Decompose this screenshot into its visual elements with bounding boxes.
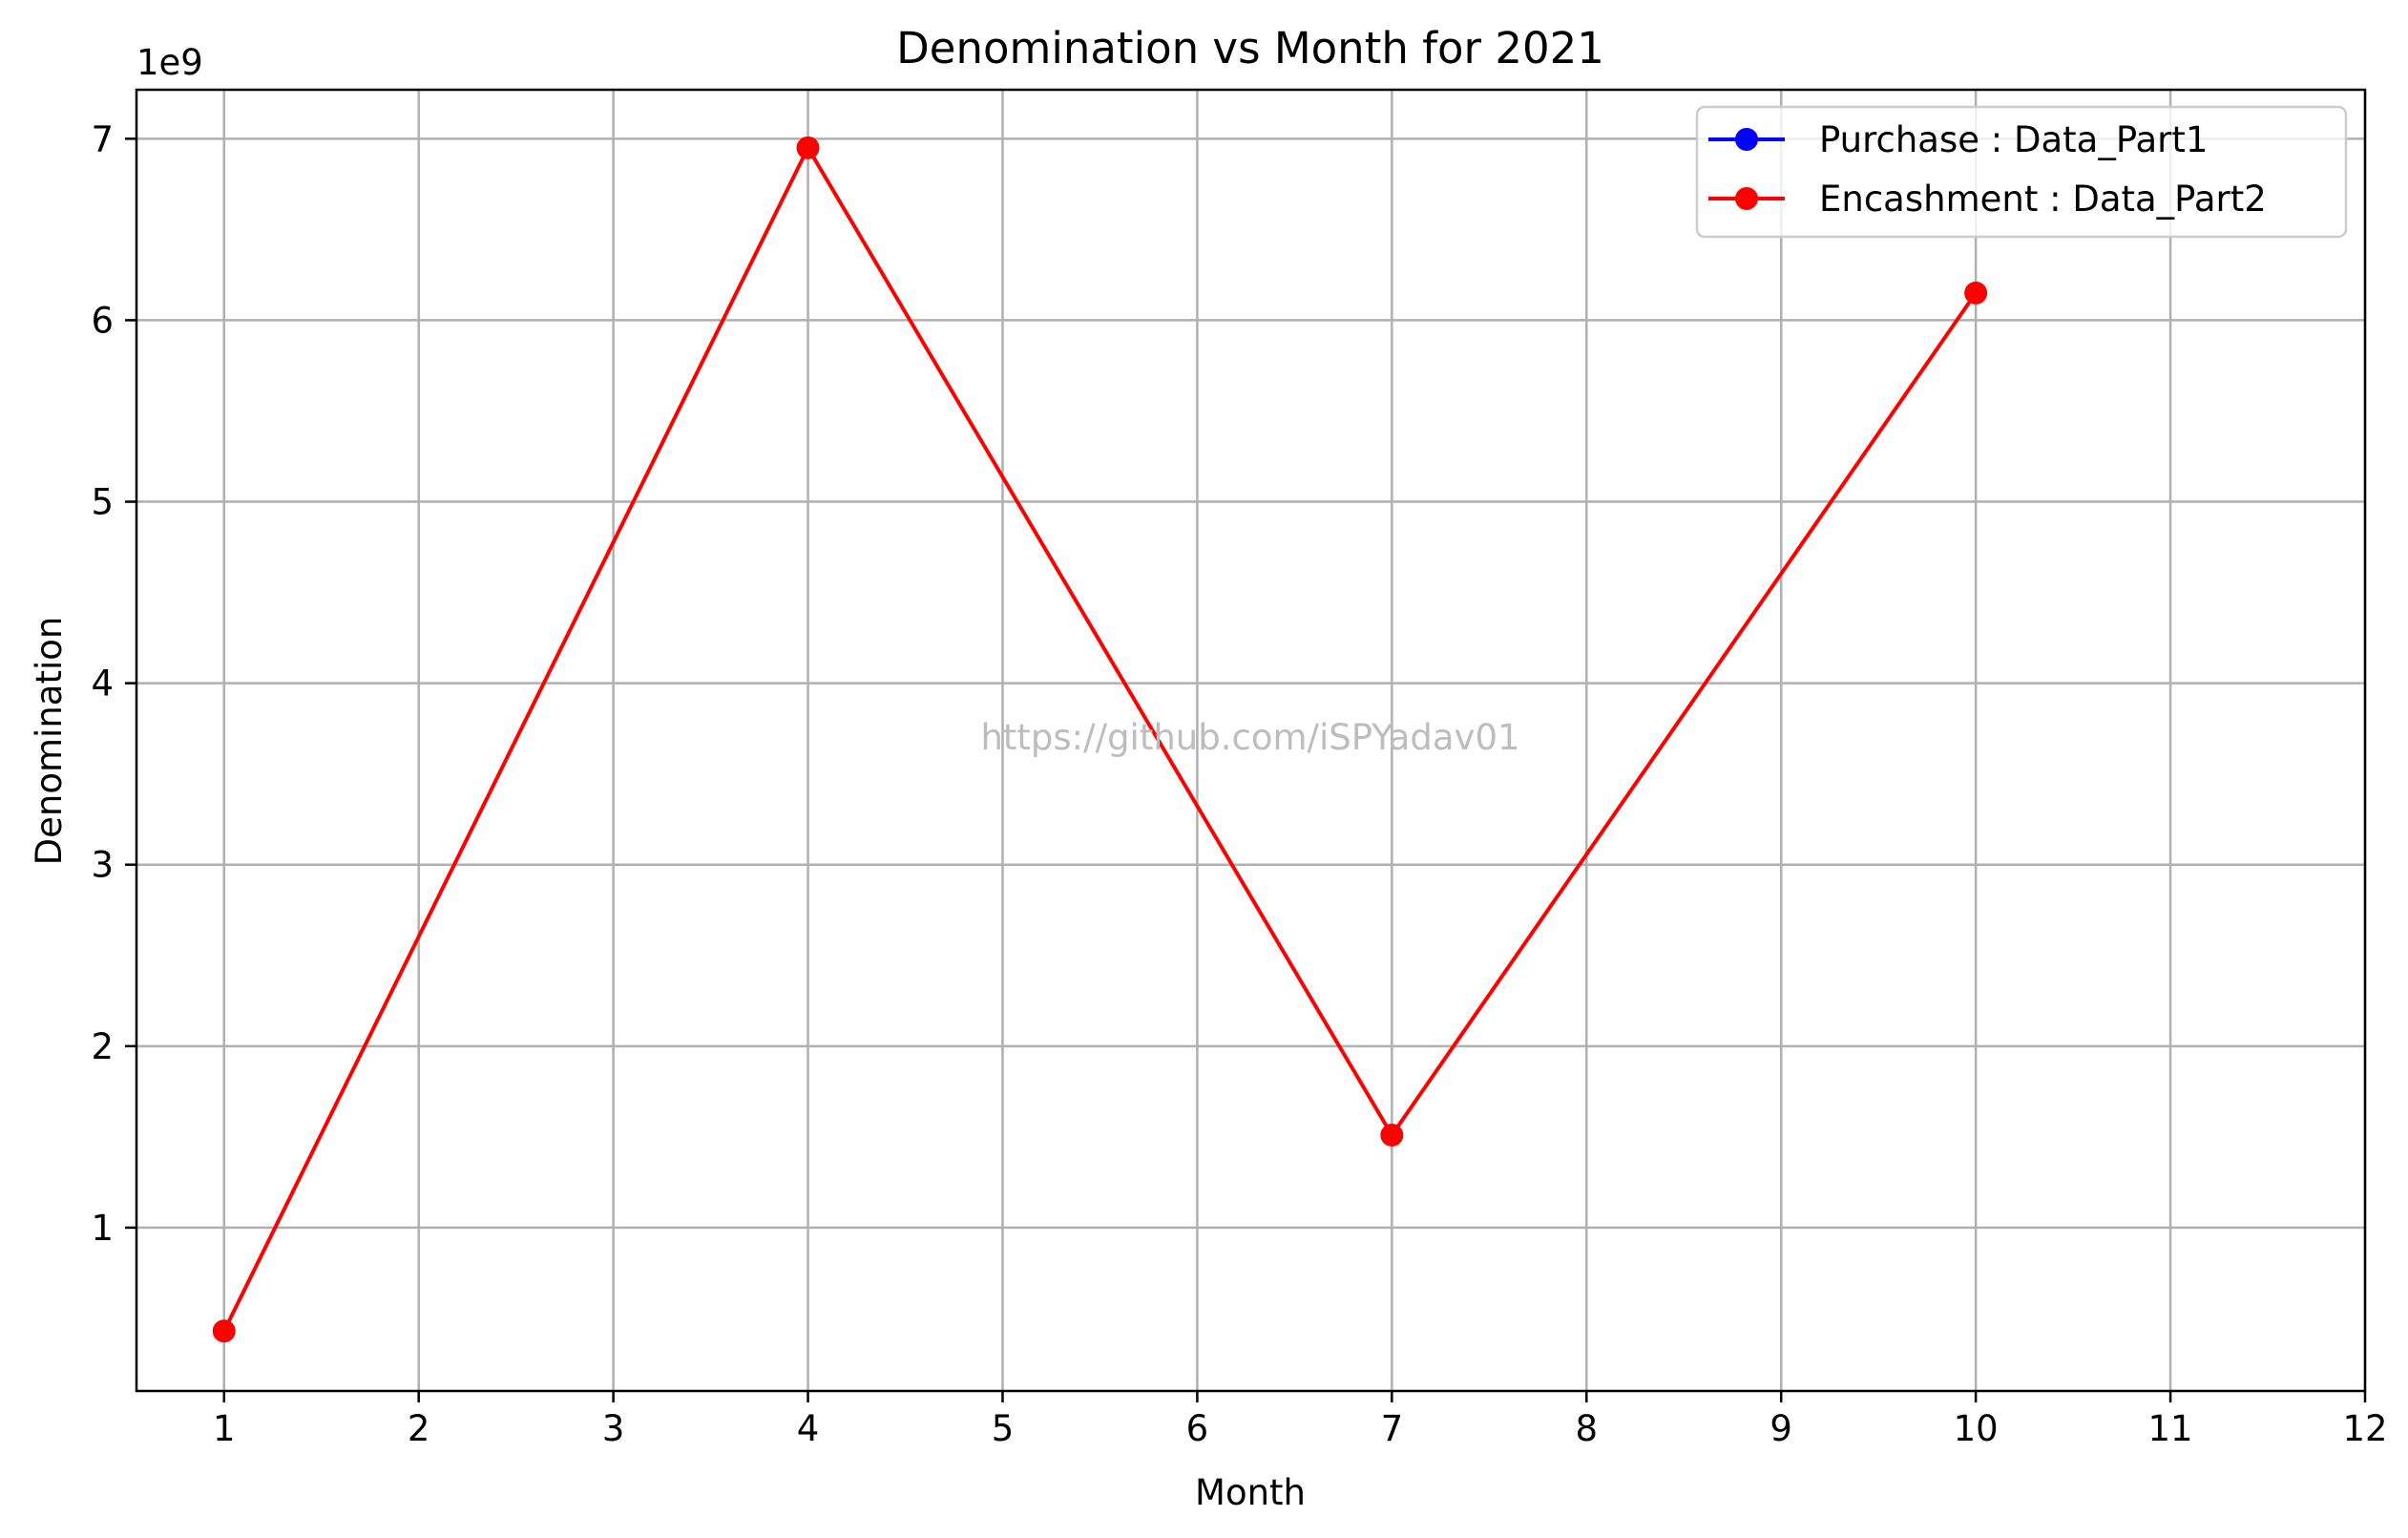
y-axis-ticks: 1 2 3 4 5 6 7 [91,118,136,1249]
x-tick-label: 5 [992,1408,1015,1449]
data-point [1380,1123,1404,1147]
x-tick-label: 9 [1769,1408,1792,1449]
x-tick-label: 10 [1954,1408,1999,1449]
x-tick-label: 6 [1186,1408,1209,1449]
legend-label: Encashment : Data_Part2 [1819,179,2267,220]
watermark-text: https://github.com/iSPYadav01 [980,717,1519,758]
series-line [221,145,1978,1333]
data-point [212,1319,236,1343]
plot-frame [135,88,2367,1393]
x-tick-label: 3 [602,1408,625,1449]
plot-area [136,90,2365,1391]
series-lines [212,136,1988,1343]
legend-marker [1735,187,1758,210]
y-tick-label: 2 [91,1026,114,1067]
y-tick-label: 3 [91,845,114,886]
x-tick-label: 1 [213,1408,236,1449]
y-tick-label: 5 [91,482,114,523]
legend-marker [1735,128,1758,151]
data-point [1964,281,1988,305]
y-tick-label: 6 [91,300,114,341]
y-axis-title: Denomination [29,617,70,866]
x-tick-label: 12 [2342,1408,2387,1449]
legend-label: Purchase : Data_Part1 [1819,119,2208,160]
legend-entries: Purchase : Data_Part1 Encashment : Data_P… [1708,119,2267,220]
x-tick-label: 2 [408,1408,430,1449]
x-axis-ticks: 1 2 3 4 5 6 7 8 9 10 11 12 [213,1391,2388,1449]
y-tick-label: 1 [91,1208,114,1249]
y-axis-offset-label: 1e9 [136,42,203,83]
y-tick-label: 4 [91,664,114,705]
data-point [796,136,820,159]
chart-title: Denomination vs Month for 2021 [896,23,1604,74]
y-tick-label: 7 [91,118,114,159]
chart-legend: Purchase : Data_Part1 Encashment : Data_P… [1695,105,2348,239]
x-tick-label: 4 [797,1408,820,1449]
legend-box [1695,105,2348,239]
x-axis-title: Month [1195,1472,1306,1513]
x-tick-label: 11 [2148,1408,2193,1449]
x-tick-label: 8 [1576,1408,1599,1449]
x-tick-label: 7 [1381,1408,1404,1449]
